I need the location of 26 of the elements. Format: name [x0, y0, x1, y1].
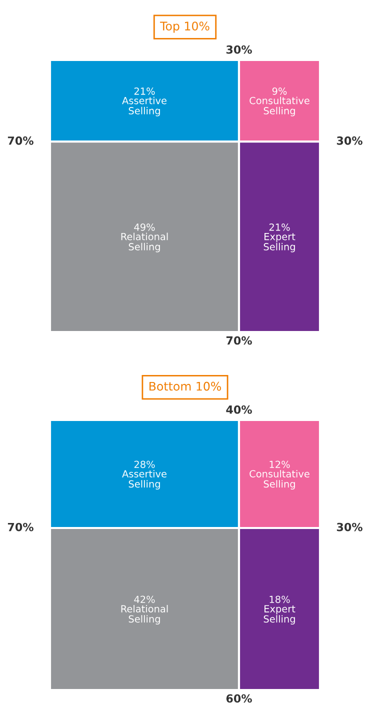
category-label: Consultative Selling — [250, 470, 310, 490]
text: Top 10% — [160, 22, 210, 33]
text: 70% — [8, 136, 34, 145]
category-label: Relational Selling — [121, 232, 168, 252]
data-label: 18% — [270, 596, 290, 604]
data-label: 21% — [134, 87, 155, 95]
data-label: 42% — [134, 596, 155, 604]
category-label: Expert Selling — [264, 233, 296, 252]
text: 30% — [226, 45, 252, 54]
text: 40% — [226, 405, 252, 414]
data-label: 49% — [134, 223, 155, 231]
category-label: Assertive Selling — [122, 470, 166, 490]
category-label: Consultative Selling — [250, 96, 310, 116]
text: 70% — [8, 522, 34, 532]
category-label: Relational Selling — [121, 604, 168, 625]
data-label: 21% — [269, 223, 290, 231]
text: 30% — [336, 522, 362, 532]
category-label: Expert Selling — [264, 605, 296, 625]
text: Bottom 10% — [150, 382, 221, 391]
text: 70% — [226, 336, 252, 345]
text: 30% — [336, 136, 362, 145]
data-label: 12% — [270, 460, 290, 468]
category-label: Assertive Selling — [122, 96, 166, 116]
text: 60% — [226, 694, 252, 703]
data-label: 9% — [272, 87, 287, 95]
data-label: 28% — [134, 460, 155, 468]
